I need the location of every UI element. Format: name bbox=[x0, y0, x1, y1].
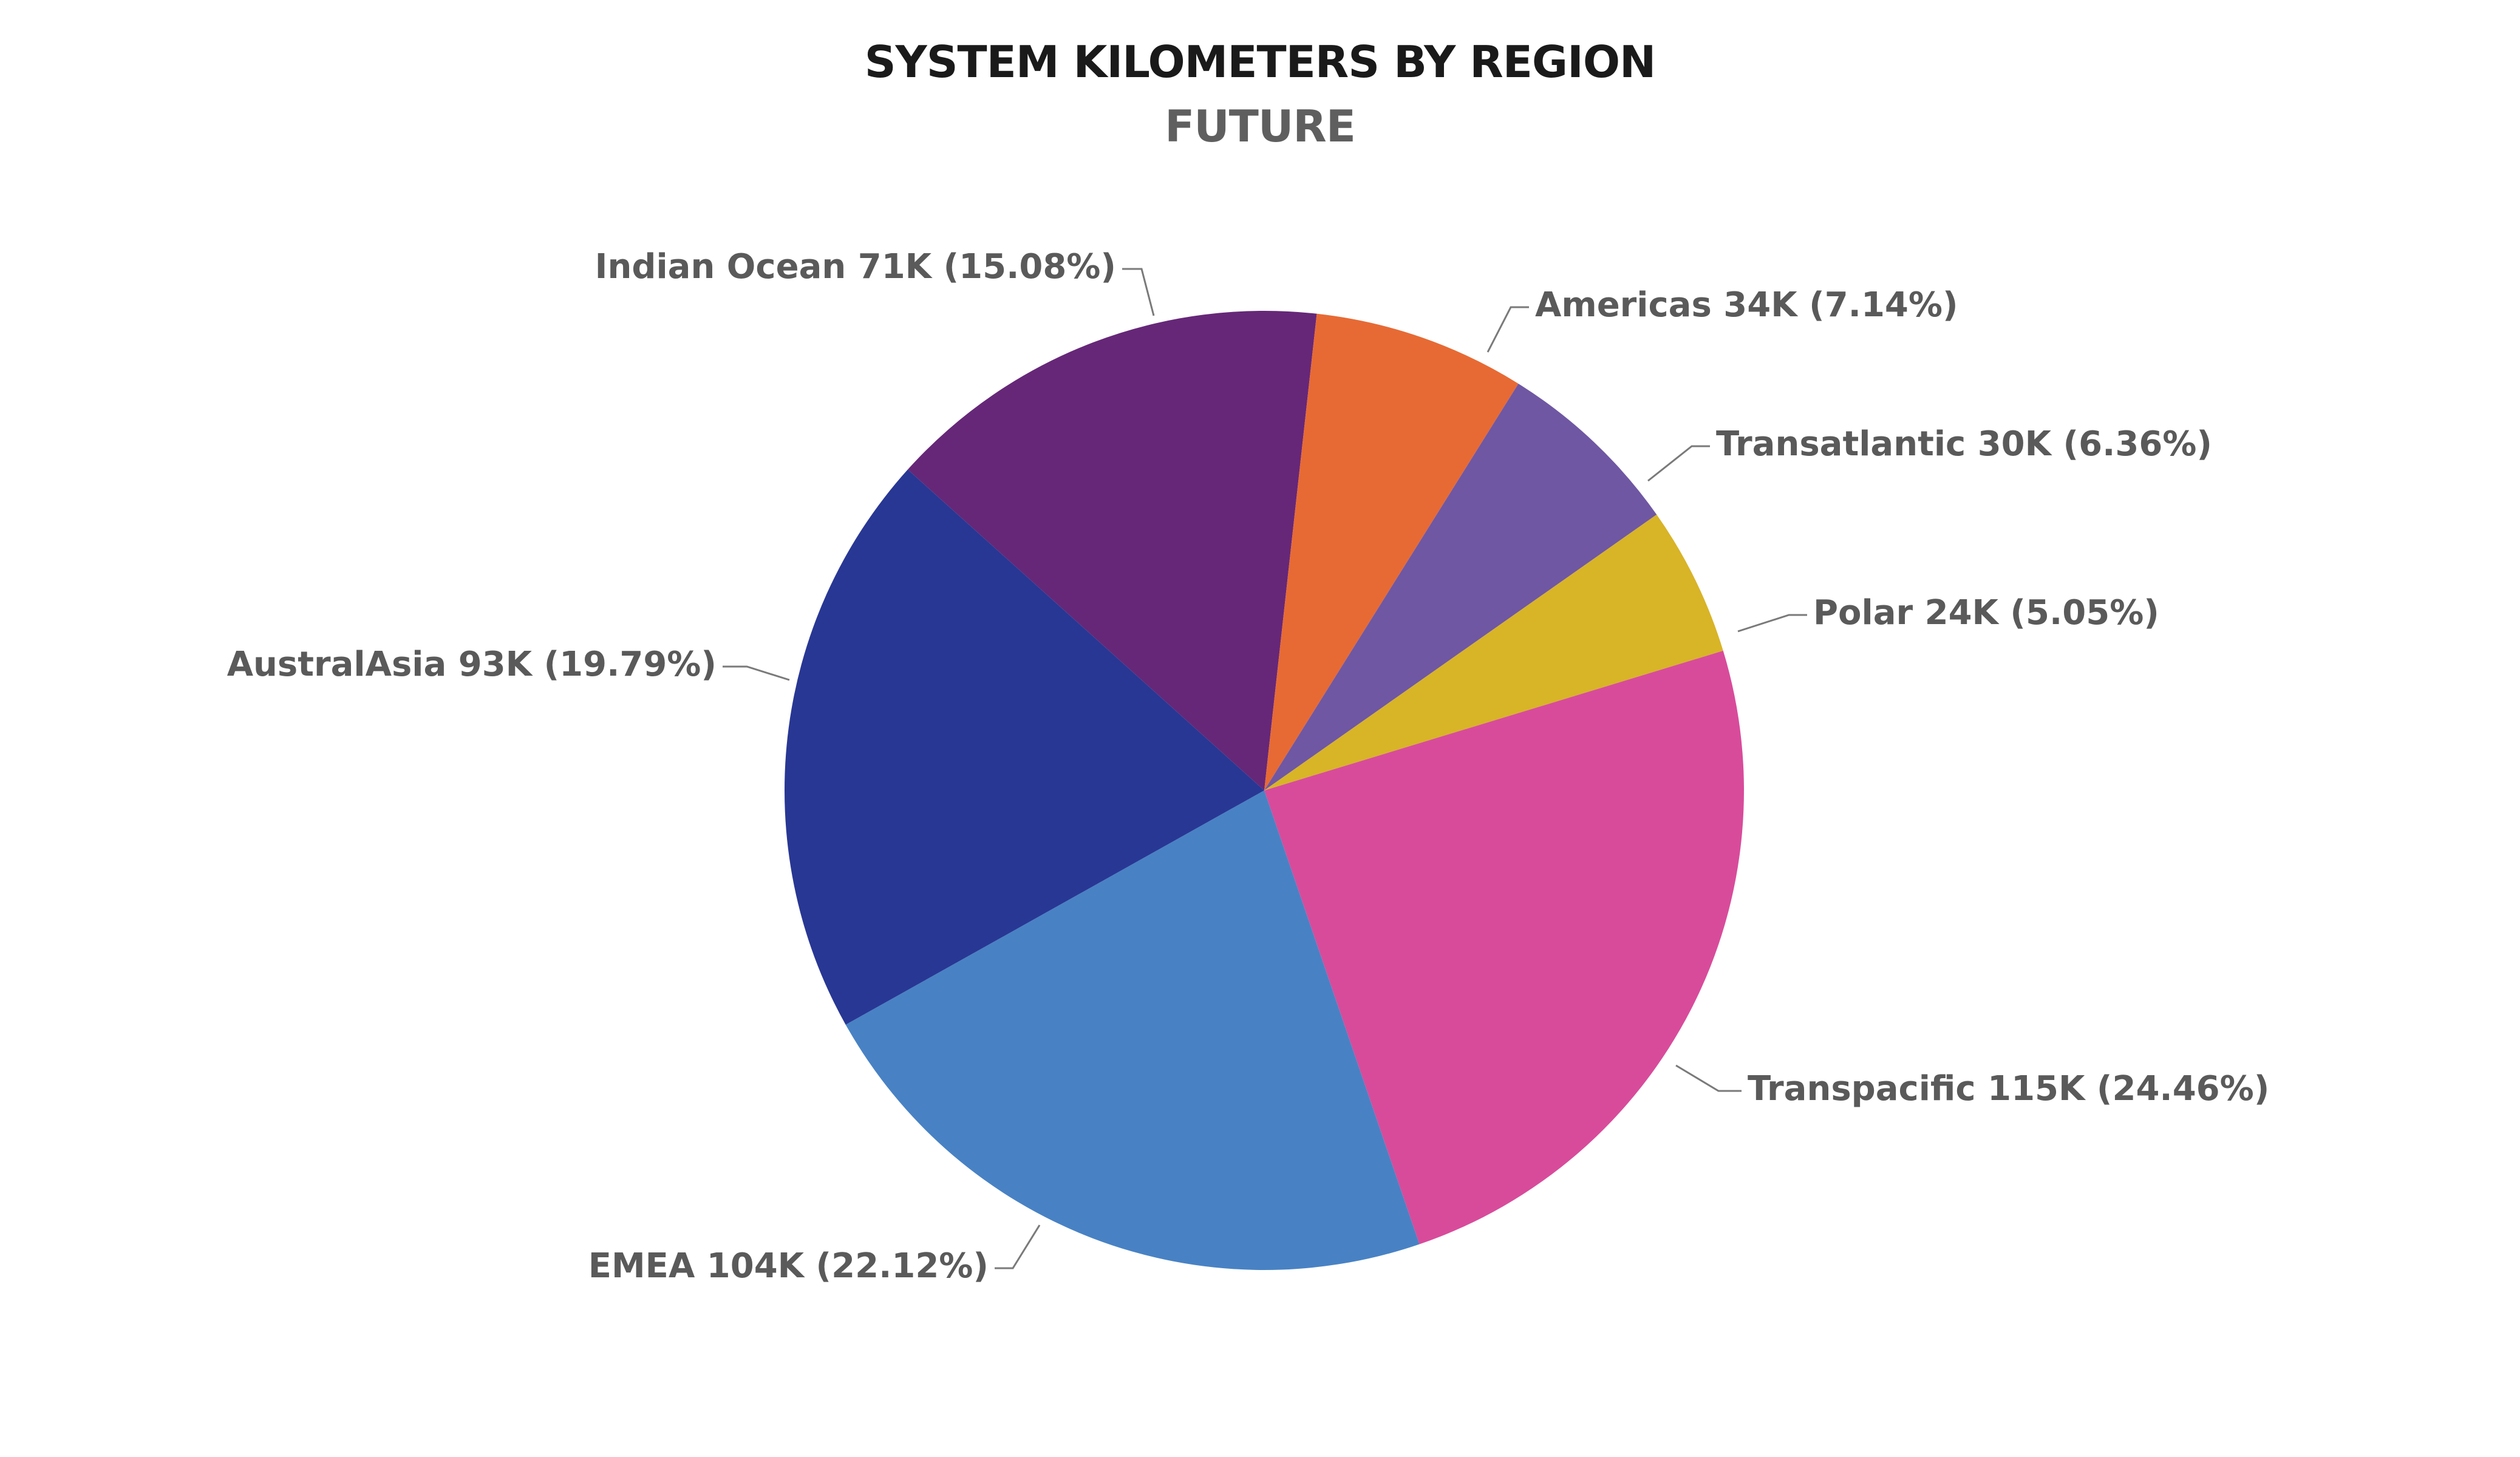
leader-line-emea bbox=[995, 1224, 1041, 1269]
pie-slice-transpacific bbox=[1264, 650, 1744, 1245]
pie-slice-polar bbox=[1264, 514, 1723, 790]
slice-label-indian-ocean: Indian Ocean 71K (15.08%) bbox=[595, 247, 1116, 287]
chart-title: SYSTEM KILOMETERS BY REGION bbox=[864, 36, 1657, 87]
pie-slice-australasia bbox=[785, 469, 1264, 1025]
pie-slice-transatlantic bbox=[1264, 383, 1657, 790]
leader-line-indian-ocean bbox=[1122, 268, 1155, 316]
chart-subtitle: FUTURE bbox=[1165, 101, 1356, 152]
leader-line-transatlantic bbox=[1647, 445, 1710, 482]
leader-line-australasia bbox=[723, 665, 790, 681]
pie-slice-americas bbox=[1264, 313, 1519, 790]
slice-label-transatlantic: Transatlantic 30K (6.36%) bbox=[1716, 424, 2212, 464]
leader-line-americas bbox=[1486, 306, 1529, 353]
leader-line-polar bbox=[1737, 614, 1807, 633]
pie-slice-indian-ocean bbox=[907, 310, 1317, 790]
slice-label-emea: EMEA 104K (22.12%) bbox=[588, 1246, 989, 1286]
labels-layer: Indian Ocean 71K (15.08%) Americas 34K (7… bbox=[227, 247, 2270, 1286]
slices-layer bbox=[785, 310, 1744, 1270]
slice-label-australasia: AustralAsia 93K (19.79%) bbox=[227, 645, 717, 684]
slice-label-americas: Americas 34K (7.14%) bbox=[1535, 285, 1958, 325]
leader-line-transpacific bbox=[1675, 1064, 1742, 1092]
pie-slice-emea bbox=[845, 790, 1420, 1270]
slice-label-polar: Polar 24K (5.05%) bbox=[1813, 593, 2159, 633]
slice-label-transpacific: Transpacific 115K (24.46%) bbox=[1748, 1069, 2269, 1109]
